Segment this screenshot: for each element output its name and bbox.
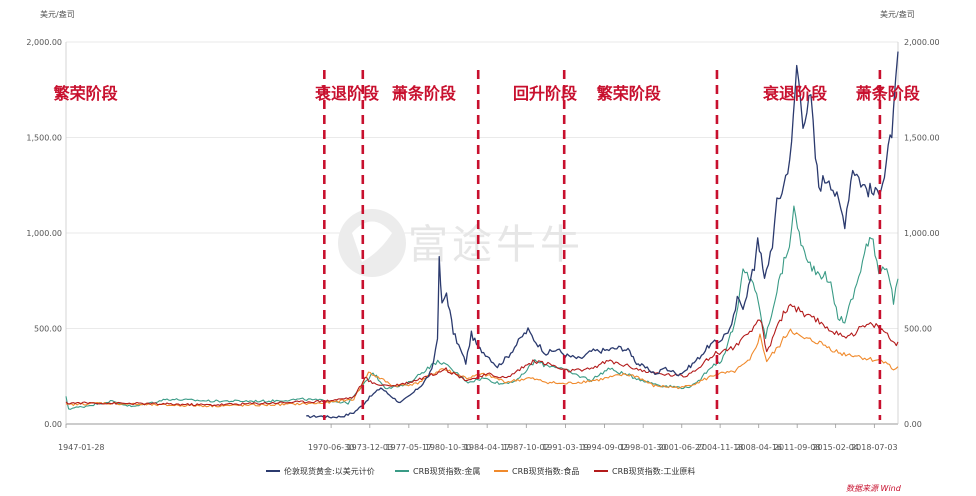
x-tick-label-1: 1970-06-30 [308,443,355,452]
series-line-2 [65,328,899,408]
legend-entry-2: CRB现货指数:食品 [512,466,579,476]
legend-entry-0: 伦敦现货黄金:以美元计价 [284,466,375,476]
y-tick-right-4: 2,000.00 [904,38,940,47]
watermark: 富途牛牛 [338,209,584,277]
phase-labels: 繁荣阶段 衰退阶段 萧条阶段 回升阶段 繁荣阶段 衰退阶段 萧条阶段 [53,84,921,103]
x-tick-label-7: 1991-03-19 [542,443,589,452]
x-tick-label-14: 2015-02-04 [812,443,859,452]
x-tick-label-6: 1987-10-02 [503,443,550,452]
series-line-3 [65,303,899,407]
x-tick-label-2: 1973-12-03 [347,443,394,452]
x-tick-label-10: 2001-06-27 [659,443,706,452]
y-tick-left-4: 2,000.00 [26,38,62,47]
phase-label-0: 繁荣阶段 [53,84,119,103]
phase-label-2: 萧条阶段 [392,84,457,103]
y-tick-right-1: 500.00 [904,325,932,334]
legend-entry-1: CRB现货指数:金属 [413,466,480,476]
x-tick-label-13: 2011-09-08 [774,443,821,452]
x-tick-label-3: 1977-05-17 [386,443,433,452]
watermark-text: 富途牛牛 [408,222,584,268]
x-tick-label-9: 1998-01-30 [620,443,667,452]
x-tick-label-0: 1947-01-28 [58,443,105,452]
y-tick-right-3: 1,500.00 [904,134,940,143]
legend: 伦敦现货黄金:以美元计价 CRB现货指数:金属 CRB现货指数:食品 CRB现货指数:… [266,466,695,476]
y-tick-right-2: 1,000.00 [904,229,940,238]
series-line-0 [306,51,899,419]
y-tick-left-3: 1,500.00 [26,134,62,143]
y-tick-left-0: 0.00 [44,420,62,429]
y-tick-left-2: 1,000.00 [26,229,62,238]
source-label: 数据来源 Wind [846,484,902,493]
x-tick-label-11: 2004-11-18 [697,443,744,452]
x-tick-label-15: 2018-07-03 [851,443,898,452]
y-tick-left-1: 500.00 [34,325,62,334]
x-tick-label-12: 2008-04-16 [735,443,782,452]
series-layer [65,51,899,419]
series-line-1 [65,205,899,410]
x-tick-label-4: 1980-10-30 [425,443,472,452]
left-unit-label: 美元/盎司 [40,9,75,19]
phase-label-5: 衰退阶段 [762,84,828,103]
phase-label-1: 衰退阶段 [314,84,380,103]
y-tick-right-0: 0.00 [904,420,922,429]
right-unit-label: 美元/盎司 [880,9,915,19]
phase-label-6: 萧条阶段 [856,84,921,103]
axes: 0.00 0.00 500.00 500.00 1,000.00 1,000.00 1,50… [26,38,939,452]
legend-entry-3: CRB现货指数:工业原料 [612,466,695,476]
phase-dividers [323,70,882,420]
phase-label-4: 繁荣阶段 [596,84,662,103]
phase-label-3: 回升阶段 [513,84,578,103]
x-tick-label-5: 1984-04-17 [464,443,511,452]
x-tick-label-8: 1994-09-02 [581,443,628,452]
